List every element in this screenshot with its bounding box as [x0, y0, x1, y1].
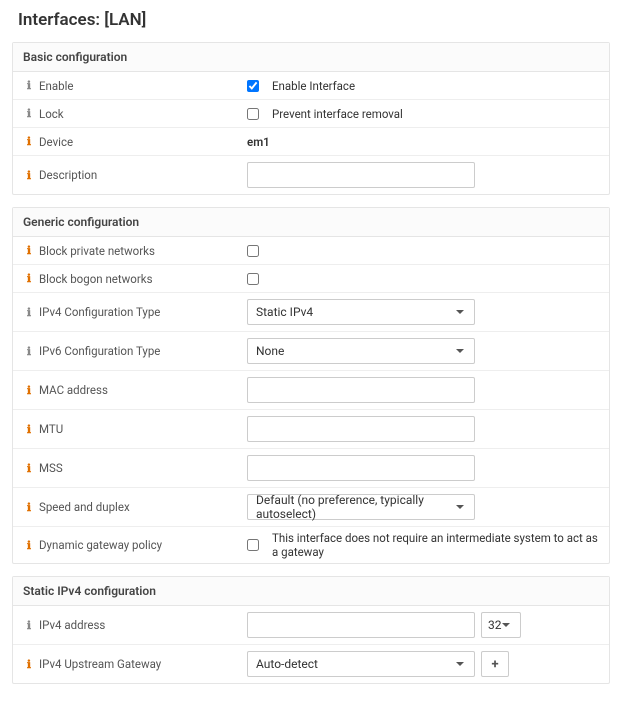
row-mac: ℹ MAC address [13, 371, 609, 410]
label-description: Description [39, 168, 97, 182]
label-mac: MAC address [39, 383, 108, 397]
label-ipv4-type: IPv4 Configuration Type [39, 305, 160, 319]
panel-basic: Basic configuration ℹ Enable Enable Inte… [12, 42, 610, 195]
checkbox-enable-interface[interactable] [247, 80, 259, 92]
label-device: Device [39, 135, 73, 149]
row-lock: ℹ Lock Prevent interface removal [13, 100, 609, 128]
select-ipv6-type-value: None [256, 344, 284, 358]
input-description[interactable] [247, 162, 475, 188]
row-speed: ℹ Speed and duplex Default (no preferenc… [13, 488, 609, 527]
row-description: ℹ Description [13, 156, 609, 194]
label-mtu: MTU [39, 422, 63, 436]
row-mss: ℹ MSS [13, 449, 609, 488]
checkbox-block-bogon[interactable] [247, 273, 259, 285]
checkbox-block-private[interactable] [247, 245, 259, 257]
info-icon[interactable]: ℹ [23, 108, 35, 120]
row-ipv4-address: ℹ IPv4 address 32 [13, 606, 609, 645]
label-enable: Enable [39, 79, 74, 93]
row-ipv4-type: ℹ IPv4 Configuration Type Static IPv4 [13, 293, 609, 332]
row-dyngw: ℹ Dynamic gateway policy This interface … [13, 527, 609, 563]
panel-static-ipv4: Static IPv4 configuration ℹ IPv4 address… [12, 576, 610, 684]
label-ipv6-type: IPv6 Configuration Type [39, 344, 160, 358]
info-icon[interactable]: ℹ [23, 80, 35, 92]
info-icon[interactable]: ℹ [23, 423, 35, 435]
info-icon[interactable]: ℹ [23, 169, 35, 181]
info-icon[interactable]: ℹ [23, 345, 35, 357]
row-block-bogon: ℹ Block bogon networks [13, 265, 609, 293]
info-icon[interactable]: ℹ [23, 306, 35, 318]
device-value: em1 [247, 135, 270, 149]
checkbox-dyngw[interactable] [247, 539, 259, 551]
info-icon[interactable]: ℹ [23, 462, 35, 474]
row-mtu: ℹ MTU [13, 410, 609, 449]
checkbox-label-dyngw: This interface does not require an inter… [272, 531, 599, 559]
add-gateway-button[interactable]: + [481, 651, 509, 677]
input-mac[interactable] [247, 377, 475, 403]
select-ipv4-gateway[interactable]: Auto-detect [247, 651, 475, 677]
info-icon[interactable]: ℹ [23, 619, 35, 631]
info-icon[interactable]: ℹ [23, 384, 35, 396]
label-ipv4-address: IPv4 address [39, 618, 105, 632]
input-mss[interactable] [247, 455, 475, 481]
page-title: Interfaces: [LAN] [18, 10, 610, 30]
row-ipv6-type: ℹ IPv6 Configuration Type None [13, 332, 609, 371]
info-icon[interactable]: ℹ [23, 136, 35, 148]
select-ipv4-gateway-value: Auto-detect [256, 657, 318, 671]
label-mss: MSS [39, 461, 63, 475]
info-icon[interactable]: ℹ [23, 501, 35, 513]
select-speed[interactable]: Default (no preference, typically autose… [247, 494, 475, 520]
label-ipv4-gateway: IPv4 Upstream Gateway [39, 657, 161, 671]
label-block-private: Block private networks [39, 244, 155, 258]
select-ipv4-type[interactable]: Static IPv4 [247, 299, 475, 325]
panel-header-generic: Generic configuration [13, 208, 609, 237]
info-icon[interactable]: ℹ [23, 273, 35, 285]
panel-header-static-ipv4: Static IPv4 configuration [13, 577, 609, 606]
panel-header-basic: Basic configuration [13, 43, 609, 72]
checkbox-label-lock: Prevent interface removal [272, 107, 403, 121]
label-dyngw: Dynamic gateway policy [39, 538, 162, 552]
checkbox-lock[interactable] [247, 108, 259, 120]
checkbox-label-enable: Enable Interface [272, 79, 355, 93]
row-ipv4-gateway: ℹ IPv4 Upstream Gateway Auto-detect + [13, 645, 609, 683]
select-ipv4-prefix[interactable]: 32 [481, 612, 521, 638]
row-block-private: ℹ Block private networks [13, 237, 609, 265]
row-device: ℹ Device em1 [13, 128, 609, 156]
row-enable: ℹ Enable Enable Interface [13, 72, 609, 100]
select-ipv4-type-value: Static IPv4 [256, 305, 313, 319]
info-icon[interactable]: ℹ [23, 539, 35, 551]
panel-generic: Generic configuration ℹ Block private ne… [12, 207, 610, 564]
plus-icon: + [491, 657, 498, 672]
label-block-bogon: Block bogon networks [39, 272, 153, 286]
label-speed: Speed and duplex [39, 500, 130, 514]
input-mtu[interactable] [247, 416, 475, 442]
select-ipv4-prefix-value: 32 [488, 618, 502, 632]
select-speed-value: Default (no preference, typically autose… [256, 493, 452, 521]
select-ipv6-type[interactable]: None [247, 338, 475, 364]
info-icon[interactable]: ℹ [23, 658, 35, 670]
info-icon[interactable]: ℹ [23, 245, 35, 257]
label-lock: Lock [39, 107, 64, 121]
input-ipv4-address[interactable] [247, 612, 475, 638]
